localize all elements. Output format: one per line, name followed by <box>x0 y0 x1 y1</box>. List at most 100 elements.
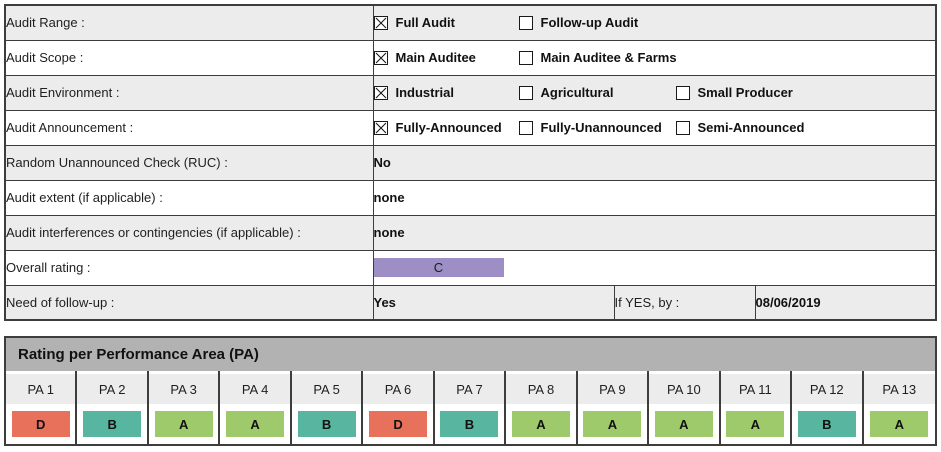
form-row-audit-environment: Audit Environment : Industrial Agricultu… <box>4 74 937 111</box>
checkbox-icon[interactable] <box>518 120 533 135</box>
field-value: C <box>372 249 937 286</box>
follow-up-value: Yes <box>372 284 615 321</box>
pa-header: PA 8 <box>506 374 576 404</box>
checkbox-icon[interactable] <box>518 50 533 65</box>
form-row-audit-announcement: Audit Announcement : Fully-Announced Ful… <box>4 109 937 146</box>
checkbox-icon[interactable] <box>373 85 388 100</box>
form-row-audit-range: Audit Range : Full Audit Follow-up Audit <box>4 4 937 41</box>
checkbox-icon[interactable] <box>675 120 690 135</box>
pa-header: PA 5 <box>291 374 362 404</box>
pa-rating-cell: A <box>649 407 718 441</box>
checkbox-group: Main Auditee Main Auditee & Farms <box>373 50 936 65</box>
pa-rating-cell: B <box>77 407 146 441</box>
pa-rating-badge: B <box>797 411 856 437</box>
checkbox-icon[interactable] <box>373 120 388 135</box>
option-label: Main Auditee <box>395 50 476 65</box>
pa-rating-cell: A <box>220 407 289 441</box>
field-label: Audit Range : <box>4 4 374 41</box>
pa-rating-cell: B <box>792 407 861 441</box>
pa-column-8: PA 8 A <box>506 371 578 444</box>
checkbox-icon[interactable] <box>518 15 533 30</box>
pa-header: PA 6 <box>363 374 433 404</box>
field-value: Full Audit Follow-up Audit <box>372 4 937 41</box>
option-full-audit: Full Audit <box>373 15 519 31</box>
checkbox-icon[interactable] <box>675 85 690 100</box>
option-semi-announced: Semi-Announced <box>675 120 936 135</box>
pa-column-5: PA 5 B <box>291 371 364 444</box>
form-row-audit-extent: Audit extent (if applicable) : none <box>4 179 937 216</box>
pa-column-12: PA 12 B <box>792 371 864 444</box>
option-label: Agricultural <box>540 85 614 100</box>
option-label: Semi-Announced <box>697 120 805 135</box>
checkbox-icon[interactable] <box>373 15 388 30</box>
pa-header: PA 12 <box>792 374 862 404</box>
pa-header: PA 4 <box>220 374 290 404</box>
pa-header: PA 11 <box>720 374 791 404</box>
pa-rating-cell: B <box>292 407 361 441</box>
pa-column-3: PA 3 A <box>148 371 221 444</box>
option-main-auditee-farms: Main Auditee & Farms <box>518 50 936 65</box>
pa-rating-cell: A <box>864 407 935 441</box>
audit-summary-table: Audit Range : Full Audit Follow-up Audit <box>4 4 937 321</box>
option-label: Small Producer <box>697 85 793 100</box>
field-label: Overall rating : <box>4 249 374 286</box>
option-label: Main Auditee & Farms <box>540 50 677 65</box>
pa-rating-cell: B <box>435 407 504 441</box>
option-label: Fully-Unannounced <box>540 120 662 135</box>
field-label: Random Unannounced Check (RUC) : <box>4 144 374 181</box>
option-follow-up-audit: Follow-up Audit <box>518 15 936 30</box>
checkbox-group: Full Audit Follow-up Audit <box>373 15 936 31</box>
pa-rating-badge: B <box>297 411 356 437</box>
follow-up-date: 08/06/2019 <box>754 284 937 321</box>
option-main-auditee: Main Auditee <box>373 50 519 65</box>
pa-header: PA 1 <box>6 374 76 404</box>
pa-rating-badge: B <box>83 411 142 437</box>
pa-table-title: Rating per Performance Area (PA) <box>6 338 935 371</box>
pa-rating-cell: A <box>721 407 790 441</box>
pa-rating-badge: A <box>226 411 285 437</box>
option-label: Fully-Announced <box>395 120 502 135</box>
pa-rating-cell: D <box>6 407 75 441</box>
pa-column-13: PA 13 A <box>863 371 935 444</box>
pa-header: PA 7 <box>434 374 505 404</box>
field-label: Need of follow-up : <box>4 284 374 321</box>
option-label: Industrial <box>395 85 455 100</box>
field-value: Fully-Announced Fully-Unannounced Semi-A… <box>372 109 937 146</box>
field-label: Audit interferences or contingencies (if… <box>4 214 374 251</box>
pa-column-10: PA 10 A <box>649 371 721 444</box>
checkbox-icon[interactable] <box>373 50 388 65</box>
checkbox-icon[interactable] <box>518 85 533 100</box>
pa-header: PA 3 <box>148 374 219 404</box>
pa-rating-badge: B <box>440 411 499 437</box>
pa-grid: PA 1 D PA 2 B PA 3 A PA 4 A PA 5 B PA 6 … <box>6 371 935 444</box>
field-label: Audit Announcement : <box>4 109 374 146</box>
pa-rating-badge: A <box>726 411 785 437</box>
form-row-ruc: Random Unannounced Check (RUC) : No <box>4 144 937 181</box>
form-row-overall-rating: Overall rating : C <box>4 249 937 286</box>
field-value: No <box>372 144 937 181</box>
form-row-follow-up: Need of follow-up : Yes If YES, by : 08/… <box>4 284 937 321</box>
pa-rating-badge: D <box>369 411 428 437</box>
pa-header: PA 2 <box>77 374 147 404</box>
pa-column-6: PA 6 D <box>363 371 435 444</box>
pa-rating-badge: A <box>583 411 642 437</box>
option-label: Full Audit <box>395 15 455 31</box>
pa-column-2: PA 2 B <box>77 371 149 444</box>
option-industrial: Industrial <box>373 85 519 100</box>
checkbox-group: Fully-Announced Fully-Unannounced Semi-A… <box>373 120 936 135</box>
pa-rating-cell: D <box>363 407 432 441</box>
pa-rating-cell: A <box>149 407 218 441</box>
checkbox-group: Industrial Agricultural Small Producer <box>373 85 936 100</box>
field-label: Audit extent (if applicable) : <box>4 179 374 216</box>
pa-rating-cell: A <box>506 407 575 441</box>
option-small-producer: Small Producer <box>675 85 936 100</box>
field-label: Audit Scope : <box>4 39 374 76</box>
pa-header: PA 10 <box>649 374 719 404</box>
field-value: Main Auditee Main Auditee & Farms <box>372 39 937 76</box>
pa-column-11: PA 11 A <box>720 371 793 444</box>
pa-rating-table: Rating per Performance Area (PA) PA 1 D … <box>4 336 937 446</box>
pa-rating-badge: A <box>654 411 713 437</box>
pa-rating-badge: A <box>870 411 929 437</box>
pa-rating-badge: D <box>11 411 70 437</box>
